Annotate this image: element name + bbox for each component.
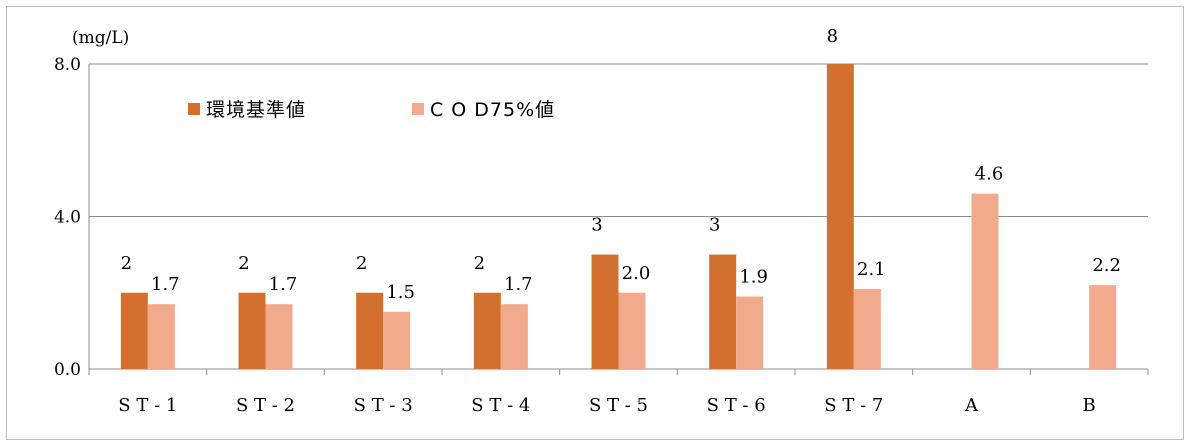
bar-cod <box>500 304 528 369</box>
y-tick-label: 0.0 <box>54 360 81 380</box>
data-label-cod: 1.7 <box>151 274 180 295</box>
bar-standard <box>120 292 148 369</box>
legend-swatch-cod <box>412 102 424 115</box>
x-tick-label: B <box>1083 395 1096 416</box>
data-label-cod: 2.0 <box>622 263 651 284</box>
legend-label-cod: C O D75%値 <box>430 99 556 121</box>
data-label-standard: 2 <box>238 253 249 274</box>
y-tick-label: 4.0 <box>54 208 81 228</box>
data-label-cod: 1.7 <box>269 274 298 295</box>
data-label-cod: 2.1 <box>857 259 886 280</box>
bar-cod <box>1089 285 1117 369</box>
bar-cod <box>971 193 999 369</box>
legend-label-standard: 環境基準値 <box>206 99 307 121</box>
x-tick-label: S T - 2 <box>236 395 295 416</box>
bar-standard <box>591 254 619 369</box>
bar-standard <box>238 292 266 369</box>
bar-standard <box>826 64 854 369</box>
data-label-cod: 1.9 <box>739 267 768 288</box>
bar-cod <box>147 304 175 369</box>
bar-cod <box>265 304 293 369</box>
data-label-standard: 3 <box>591 215 602 236</box>
data-label-standard: 2 <box>474 253 485 274</box>
y-tick-label: 8.0 <box>54 55 81 75</box>
bar-cod <box>853 288 881 369</box>
data-label-standard: 2 <box>121 253 132 274</box>
legend-swatch-standard <box>188 102 200 115</box>
data-label-cod: 2.2 <box>1092 255 1121 276</box>
bar-standard <box>356 292 384 369</box>
x-tick-label: S T - 5 <box>589 395 648 416</box>
x-tick-label: S T - 3 <box>354 395 413 416</box>
data-label-cod: 4.6 <box>975 164 1004 185</box>
data-label-cod: 1.7 <box>504 274 533 295</box>
data-label-cod: 1.5 <box>386 282 415 303</box>
bar-cod <box>736 296 764 369</box>
data-label-standard: 3 <box>709 215 720 236</box>
bar-cod <box>618 292 646 369</box>
y-unit-label: (mg/L) <box>72 28 130 48</box>
bar-standard <box>709 254 737 369</box>
bar-cod <box>383 311 411 369</box>
data-label-standard: 8 <box>827 26 838 47</box>
legend-item-standard: 環境基準値 <box>188 95 306 122</box>
bar-standard <box>473 292 501 369</box>
x-tick-label: S T - 1 <box>118 395 177 416</box>
x-tick-label: A <box>964 395 979 416</box>
legend-item-cod: C O D75%値 <box>412 95 555 122</box>
x-tick-label: S T - 6 <box>707 395 766 416</box>
x-tick-label: S T - 4 <box>471 395 530 416</box>
data-label-standard: 2 <box>356 253 367 274</box>
x-tick-label: S T - 7 <box>824 395 883 416</box>
